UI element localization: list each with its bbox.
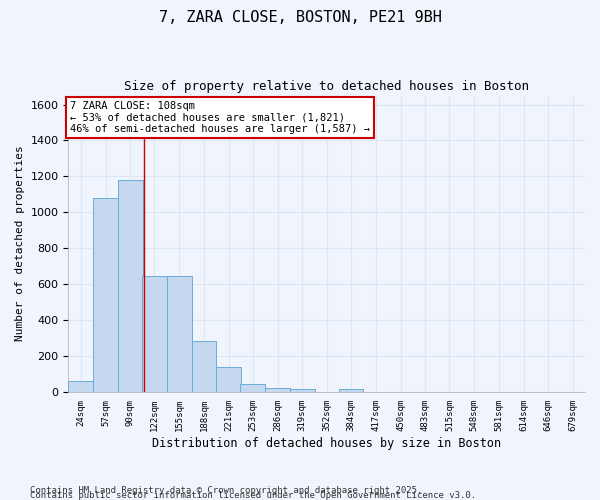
Bar (290, 389, 314, 392)
Bar (142, 276, 167, 392)
X-axis label: Distribution of detached houses by size in Boston: Distribution of detached houses by size … (152, 437, 501, 450)
Bar (265, 388, 290, 392)
Bar (68, 381, 93, 392)
Title: Size of property relative to detached houses in Boston: Size of property relative to detached ho… (124, 80, 529, 93)
Text: 7, ZARA CLOSE, BOSTON, PE21 9BH: 7, ZARA CLOSE, BOSTON, PE21 9BH (158, 10, 442, 25)
Bar (241, 384, 265, 392)
Text: Contains public sector information licensed under the Open Government Licence v3: Contains public sector information licen… (30, 491, 476, 500)
Bar (118, 180, 143, 392)
Bar (93, 198, 118, 392)
Bar (339, 389, 364, 392)
Bar (191, 342, 217, 392)
Bar (217, 368, 241, 392)
Text: Contains HM Land Registry data © Crown copyright and database right 2025.: Contains HM Land Registry data © Crown c… (30, 486, 422, 495)
Text: 7 ZARA CLOSE: 108sqm
← 53% of detached houses are smaller (1,821)
46% of semi-de: 7 ZARA CLOSE: 108sqm ← 53% of detached h… (70, 101, 370, 134)
Bar (167, 276, 191, 392)
Y-axis label: Number of detached properties: Number of detached properties (15, 146, 25, 342)
